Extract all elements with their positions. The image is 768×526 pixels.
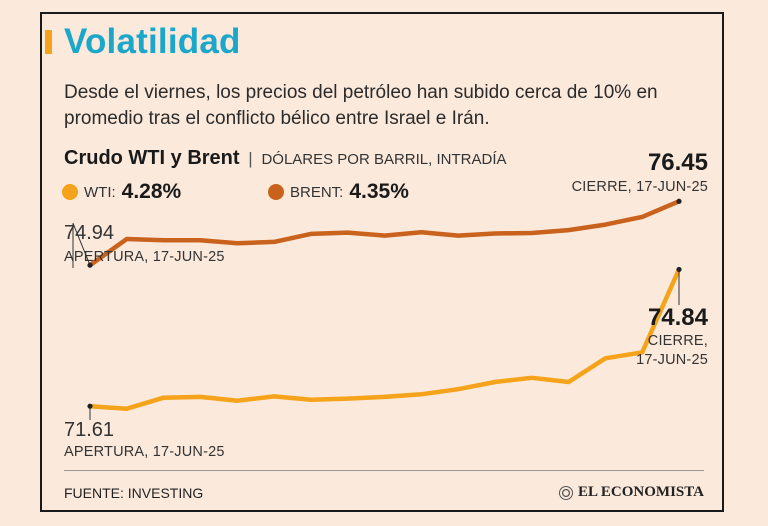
- brent-dot-icon: [268, 184, 284, 200]
- chart-frame: [40, 12, 724, 512]
- brand-globe-icon: [559, 485, 573, 500]
- wti-close-label-2: 17-JUN-25: [636, 352, 708, 368]
- source-note: FUENTE: INVESTING: [64, 485, 204, 501]
- brent-close-point: [676, 198, 682, 204]
- footer-divider: [64, 470, 704, 471]
- chart-title: Crudo WTI y Brent: [64, 147, 240, 169]
- wti-dot-icon: [62, 184, 78, 200]
- brent-open-leader: [72, 223, 91, 268]
- brand-logo: EL ECONOMISTA: [559, 484, 704, 501]
- brent-open-value: 74.94: [64, 222, 115, 244]
- brent-open-label: APERTURA, 17-JUN-25: [64, 249, 225, 265]
- legend-wti: WTI: 4.28%: [62, 180, 181, 204]
- legend-brent-name: BRENT:: [290, 183, 344, 201]
- brent-open-point: [87, 262, 93, 268]
- wti-close-value: 74.84: [647, 304, 708, 331]
- wti-open-label: APERTURA, 17-JUN-25: [64, 444, 225, 460]
- brand-name: EL ECONOMISTA: [578, 484, 704, 500]
- legend-brent-value: 4.35%: [349, 180, 409, 203]
- chart-header: Crudo WTI y Brent | DÓLARES POR BARRIL, …: [64, 147, 507, 170]
- brent-series-line: [87, 199, 682, 268]
- header-separator: |: [248, 149, 253, 168]
- chart-unit: DÓLARES POR BARRIL, INTRADÍA: [261, 151, 507, 168]
- page-title: Volatilidad: [64, 22, 241, 61]
- brent-close-label: CIERRE, 17-JUN-25: [571, 179, 708, 195]
- title-accent-bar: [45, 30, 52, 54]
- legend-wti-value: 4.28%: [121, 180, 182, 203]
- brent-close-value: 76.45: [647, 149, 708, 176]
- wti-close-label-1: CIERRE,: [647, 333, 708, 349]
- wti-open-point: [87, 403, 93, 409]
- wti-series-line: [87, 267, 682, 411]
- wti-open-value: 71.61: [64, 419, 115, 441]
- legend-brent: BRENT: 4.35%: [268, 180, 409, 204]
- subtitle: Desde el viernes, los precios del petról…: [64, 82, 658, 129]
- legend-wti-name: WTI:: [84, 183, 116, 201]
- wti-close-point: [676, 266, 682, 273]
